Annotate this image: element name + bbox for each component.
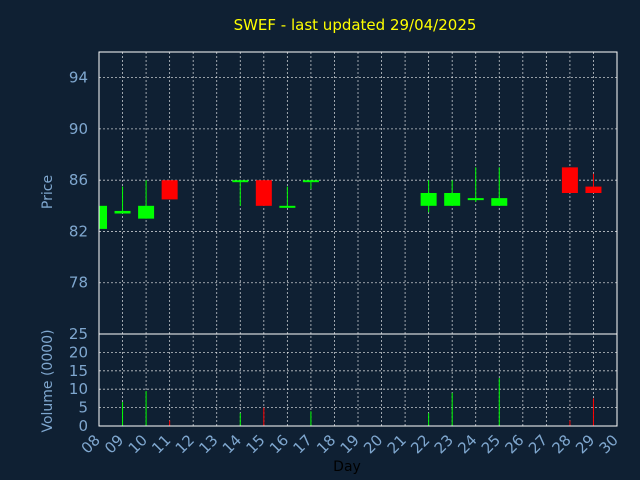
volume-bars bbox=[122, 378, 594, 426]
volume-plot-frame bbox=[98, 333, 618, 427]
x-tick-label: 20 bbox=[360, 431, 386, 457]
x-tick-label: 09 bbox=[101, 431, 127, 457]
volume-tick-label: 5 bbox=[78, 399, 88, 417]
candle-body bbox=[232, 180, 249, 183]
candle-body bbox=[420, 193, 437, 206]
x-tick-label: 15 bbox=[242, 431, 268, 457]
x-tick-label: 17 bbox=[290, 431, 316, 457]
axis-ticks: 7882869094051015202508091011121314151617… bbox=[69, 69, 622, 458]
candle-body bbox=[561, 167, 578, 193]
x-tick-label: 22 bbox=[407, 431, 433, 457]
candle-body bbox=[491, 198, 508, 206]
candle-body bbox=[99, 205, 107, 229]
candle-body bbox=[302, 180, 319, 183]
x-tick-label: 12 bbox=[172, 431, 198, 457]
x-tick-label: 27 bbox=[525, 431, 551, 457]
volume-axis-label: Volume (0000) bbox=[40, 329, 56, 432]
price-tick-label: 78 bbox=[69, 274, 88, 292]
x-tick-label: 28 bbox=[549, 431, 575, 457]
x-tick-label: 25 bbox=[478, 431, 504, 457]
price-tick-label: 86 bbox=[69, 171, 88, 189]
x-tick-label: 10 bbox=[125, 431, 151, 457]
x-tick-label: 16 bbox=[266, 431, 292, 457]
x-tick-label: 30 bbox=[596, 431, 622, 457]
x-tick-label: 21 bbox=[384, 431, 410, 457]
price-axis-label: Price bbox=[40, 175, 56, 209]
candle-body bbox=[279, 205, 296, 208]
x-tick-label: 23 bbox=[431, 431, 457, 457]
x-axis-label: Day bbox=[333, 459, 361, 475]
x-tick-label: 13 bbox=[195, 431, 221, 457]
chart-title: SWEF - last updated 29/04/2025 bbox=[234, 16, 477, 34]
price-candles bbox=[99, 167, 602, 229]
price-tick-label: 90 bbox=[69, 120, 88, 138]
candle-body bbox=[255, 180, 272, 206]
candle-body bbox=[114, 210, 131, 214]
price-tick-label: 94 bbox=[69, 69, 88, 87]
candle-body bbox=[161, 180, 178, 200]
candle-body bbox=[138, 205, 155, 219]
x-tick-label: 19 bbox=[337, 431, 363, 457]
x-tick-label: 14 bbox=[219, 431, 245, 457]
volume-tick-label: 10 bbox=[69, 380, 88, 398]
candle-body bbox=[585, 186, 602, 193]
x-tick-label: 08 bbox=[78, 431, 104, 457]
x-tick-label: 29 bbox=[572, 431, 598, 457]
volume-tick-label: 15 bbox=[69, 362, 88, 380]
volume-tick-label: 20 bbox=[69, 343, 88, 361]
x-tick-label: 11 bbox=[148, 431, 174, 457]
volume-tick-label: 25 bbox=[69, 325, 88, 343]
price-tick-label: 82 bbox=[69, 222, 88, 240]
x-tick-label: 18 bbox=[313, 431, 339, 457]
x-tick-label: 24 bbox=[454, 431, 480, 457]
candle-body bbox=[444, 193, 461, 206]
grid-lines bbox=[98, 52, 618, 427]
x-tick-label: 26 bbox=[501, 431, 527, 457]
candle-body bbox=[467, 198, 484, 201]
volume-tick-label: 0 bbox=[78, 417, 88, 435]
